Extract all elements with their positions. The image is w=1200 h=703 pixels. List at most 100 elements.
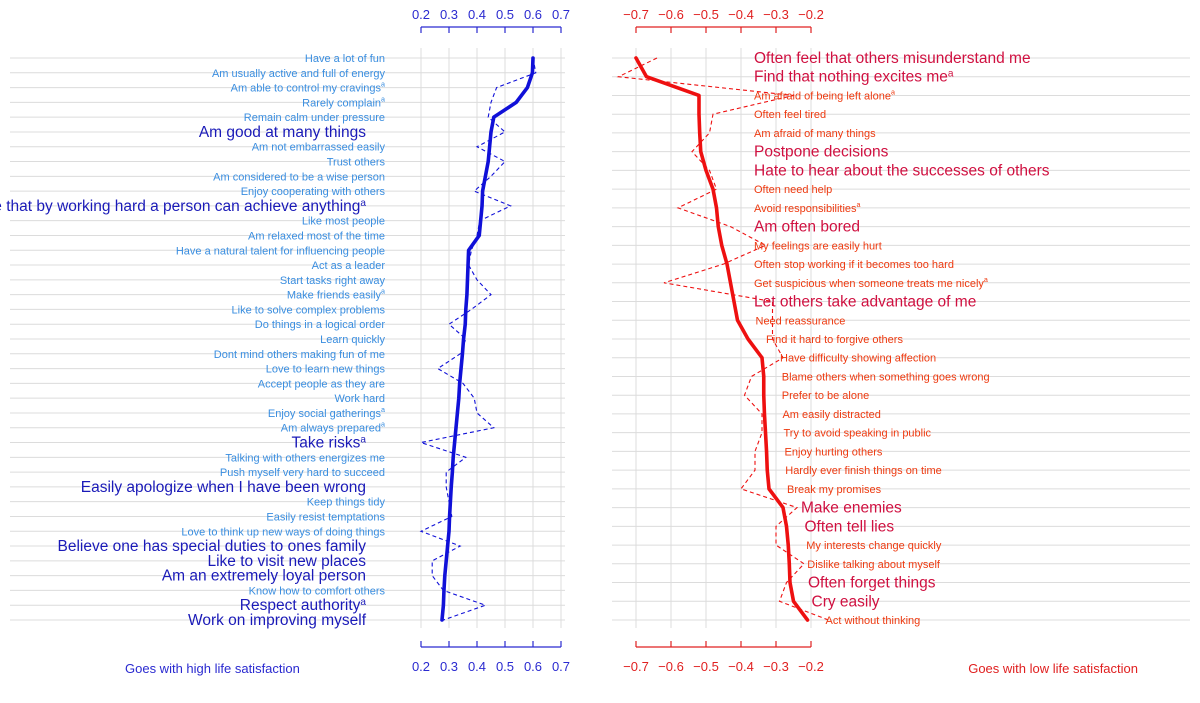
axis-tick-label: 0.4 [468, 7, 486, 22]
item-label: Find it hard to forgive others [766, 334, 903, 346]
item-label: Am able to control my cravingsa [231, 81, 385, 95]
item-label: Easily apologize when I have been wrong [81, 479, 366, 496]
axis-tick-label: −0.2 [798, 7, 824, 22]
item-label: Am relaxed most of the time [248, 230, 385, 242]
axis-tick-label: 0.3 [440, 659, 458, 674]
item-label: Prefer to be alone [782, 390, 869, 402]
item-label: Let others take advantage of me [754, 294, 976, 311]
item-label: Trust others [327, 157, 386, 169]
item-label: Start tasks right away [280, 275, 386, 287]
item-label: Easily resist temptations [266, 511, 385, 523]
axis-tick-label: −0.5 [693, 659, 719, 674]
item-label: Often forget things [808, 575, 936, 592]
axis-tick-label: 0.7 [552, 7, 570, 22]
item-label: Respect authoritya [240, 597, 367, 614]
item-label: Try to avoid speaking in public [784, 428, 932, 440]
axis-tick-label: −0.2 [798, 659, 824, 674]
item-label: Dislike talking about myself [807, 559, 941, 571]
item-label: Enjoy social gatheringsa [268, 406, 385, 420]
axis-tick-label: −0.7 [623, 7, 649, 22]
item-label: Blame others when something goes wrong [782, 371, 990, 383]
item-label: Take risksa [291, 435, 366, 452]
item-label: Make friends easilya [287, 288, 385, 302]
axis-tick-label: −0.7 [623, 659, 649, 674]
item-label: Work on improving myself [188, 612, 367, 629]
item-label: My interests change quickly [806, 540, 942, 552]
axis-tick-label: −0.3 [763, 7, 789, 22]
item-label: Hate to hear about the successes of othe… [754, 162, 1050, 179]
solid-series-line [440, 56, 535, 622]
item-label: Am afraid of being left alonea [754, 88, 895, 102]
item-label: Am not embarrassed easily [252, 142, 386, 154]
item-label: Work hard [334, 393, 385, 405]
axis-tick-label: −0.6 [658, 659, 684, 674]
item-label: Keep things tidy [307, 497, 386, 509]
item-label: Am considered to be a wise person [213, 171, 385, 183]
item-label: Love to learn new things [266, 364, 386, 376]
item-label: Accept people as they are [258, 378, 385, 390]
item-label: Have difficulty showing affection [780, 353, 936, 365]
item-label: Need reassurance [756, 315, 846, 327]
item-label: Often need help [754, 184, 832, 196]
axis-tick-label: 0.5 [496, 7, 514, 22]
axis-tick-label: 0.2 [412, 659, 430, 674]
item-label: Am always prepareda [281, 421, 385, 435]
item-label: Am good at many things [199, 124, 366, 141]
item-label: Find that nothing excites mea [754, 69, 954, 86]
axis-tick-label: 0.3 [440, 7, 458, 22]
item-label: Remain calm under pressure [244, 112, 385, 124]
axis-tick-label: 0.4 [468, 659, 486, 674]
item-label: Am usually active and full of energy [212, 68, 386, 80]
axis-tick-label: 0.6 [524, 659, 542, 674]
item-label: Act without thinking [826, 615, 921, 627]
item-label: Break my promises [787, 484, 882, 496]
item-label: Often feel tired [754, 109, 826, 121]
item-label: Enjoy hurting others [785, 446, 883, 458]
item-label: Am easily distracted [782, 409, 880, 421]
axis-tick-label: 0.7 [552, 659, 570, 674]
item-label: Know how to comfort others [249, 585, 386, 597]
item-label: Cry easily [812, 593, 880, 610]
item-label: Am an extremely loyal person [162, 568, 366, 585]
item-label: My feelings are easily hurt [754, 240, 882, 252]
item-label: Rarely complaina [302, 95, 385, 109]
item-label: Often feel that others misunderstand me [754, 50, 1031, 67]
axis-tick-label: −0.6 [658, 7, 684, 22]
axis-tick-label: 0.6 [524, 7, 542, 22]
item-label: Believe one has special duties to ones f… [58, 538, 367, 555]
solid-series-line [634, 56, 810, 622]
item-label: Learn quickly [320, 334, 385, 346]
item-label: Hardly ever finish things on time [785, 465, 942, 477]
item-label: Postpone decisions [754, 144, 889, 161]
item-label: Have a natural talent for influencing pe… [176, 245, 385, 257]
panel-caption: Goes with high life satisfaction [125, 661, 300, 676]
item-label: Talking with others energizes me [225, 452, 385, 464]
item-label: Believe that by working hard a person ca… [0, 198, 366, 215]
item-label: Am afraid of many things [754, 128, 876, 140]
item-label: Push myself very hard to succeed [220, 467, 385, 479]
item-label: Have a lot of fun [305, 53, 385, 65]
axis-tick-label: −0.5 [693, 7, 719, 22]
item-label: Make enemies [801, 500, 902, 517]
item-label: Am often bored [754, 219, 860, 236]
item-label: Get suspicious when someone treats me ni… [754, 276, 988, 290]
axis-tick-label: −0.4 [728, 7, 754, 22]
item-label: Enjoy cooperating with others [241, 186, 386, 198]
axis-tick-label: −0.3 [763, 659, 789, 674]
axis-tick-label: −0.4 [728, 659, 754, 674]
panel-caption: Goes with low life satisfaction [968, 661, 1138, 676]
item-label: Like most people [302, 216, 385, 228]
item-label: Often stop working if it becomes too har… [754, 259, 954, 271]
item-label: Often tell lies [805, 518, 895, 535]
axis-tick-label: 0.2 [412, 7, 430, 22]
item-label: Dont mind others making fun of me [214, 349, 385, 361]
item-label: Love to think up new ways of doing thing… [181, 526, 385, 538]
item-label: Like to visit new places [207, 553, 366, 570]
item-label: Avoid responsibilitiesa [754, 201, 861, 215]
dashed-series-line [616, 57, 829, 621]
axis-tick-label: 0.5 [496, 659, 514, 674]
item-label: Do things in a logical order [255, 319, 386, 331]
item-label: Like to solve complex problems [232, 304, 386, 316]
